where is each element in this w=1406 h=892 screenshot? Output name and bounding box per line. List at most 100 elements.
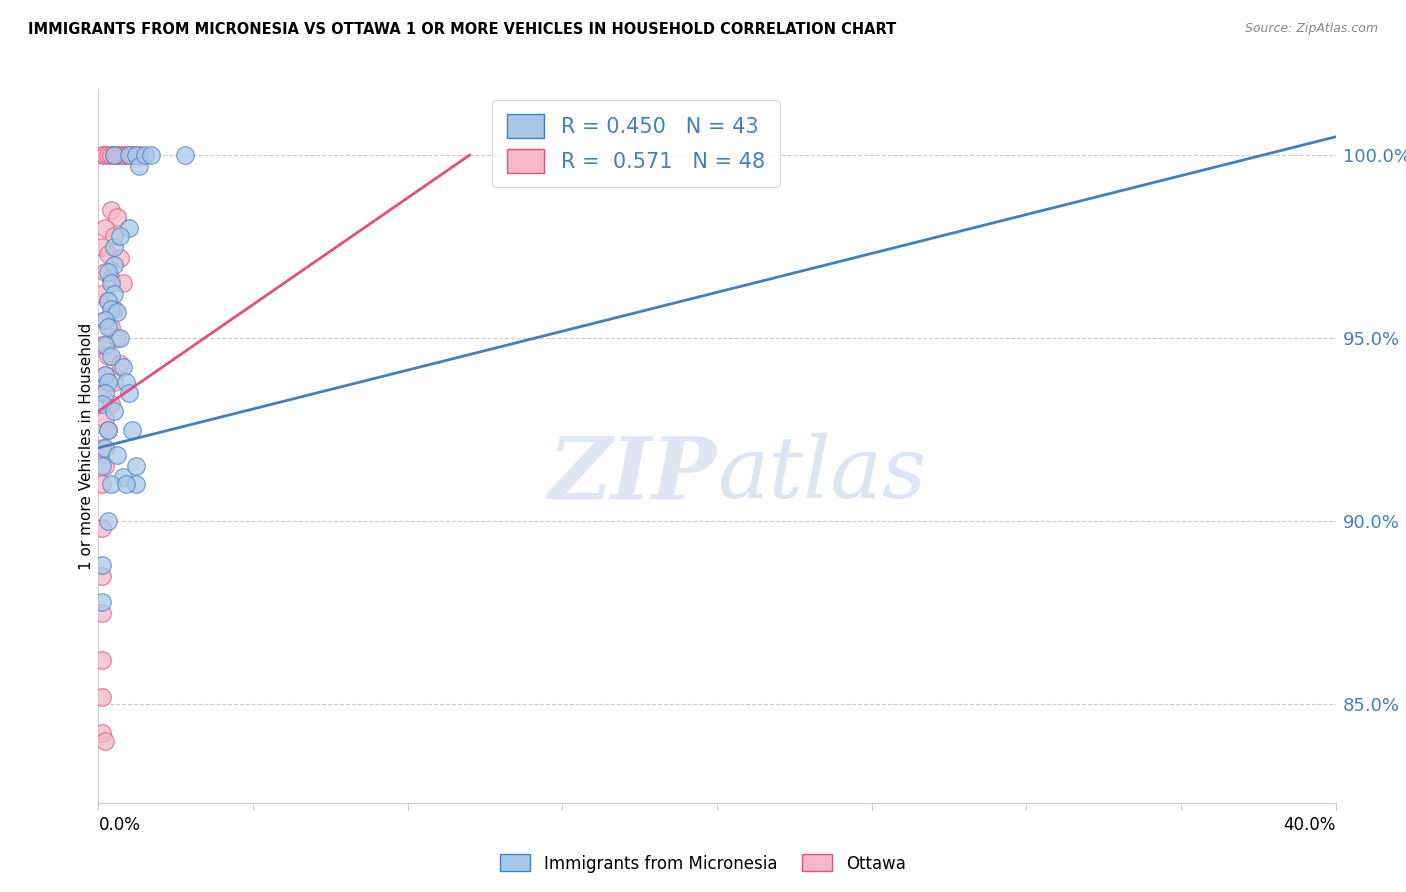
Point — [121, 148, 143, 162]
Point — [174, 148, 197, 162]
Legend: R = 0.450   N = 43, R =  0.571   N = 48: R = 0.450 N = 43, R = 0.571 N = 48 — [492, 100, 780, 187]
Point — [108, 228, 131, 243]
Text: atlas: atlas — [717, 434, 927, 516]
Point — [97, 375, 120, 389]
Point — [103, 228, 125, 243]
Point — [103, 375, 125, 389]
Point — [115, 375, 138, 389]
Text: 40.0%: 40.0% — [1284, 816, 1336, 834]
Point — [118, 148, 141, 162]
Point — [90, 521, 112, 535]
Point — [100, 320, 122, 334]
Point — [90, 606, 112, 620]
Point — [134, 148, 156, 162]
Point — [93, 368, 115, 382]
Point — [128, 148, 150, 162]
Point — [93, 265, 115, 279]
Point — [124, 148, 146, 162]
Point — [108, 251, 131, 265]
Point — [93, 312, 115, 326]
Point — [112, 470, 135, 484]
Point — [97, 148, 120, 162]
Point — [97, 423, 120, 437]
Point — [97, 423, 120, 437]
Point — [108, 331, 131, 345]
Point — [90, 558, 112, 572]
Point — [103, 148, 125, 162]
Point — [112, 360, 135, 375]
Point — [103, 287, 125, 301]
Point — [103, 404, 125, 418]
Point — [118, 148, 141, 162]
Point — [97, 349, 120, 363]
Point — [103, 258, 125, 272]
Point — [97, 247, 120, 261]
Point — [93, 338, 115, 352]
Point — [97, 320, 120, 334]
Point — [90, 569, 112, 583]
Point — [124, 459, 146, 474]
Point — [105, 448, 128, 462]
Point — [93, 386, 115, 401]
Point — [100, 148, 122, 162]
Text: 0.0%: 0.0% — [98, 816, 141, 834]
Point — [100, 272, 122, 286]
Point — [90, 441, 112, 455]
Point — [128, 159, 150, 173]
Point — [90, 726, 112, 740]
Point — [100, 202, 122, 217]
Point — [97, 294, 120, 309]
Point — [97, 265, 120, 279]
Point — [124, 148, 146, 162]
Point — [112, 276, 135, 290]
Point — [139, 148, 162, 162]
Point — [90, 386, 112, 401]
Point — [100, 477, 122, 491]
Point — [108, 357, 131, 371]
Point — [121, 423, 143, 437]
Text: ZIP: ZIP — [550, 433, 717, 516]
Point — [108, 148, 131, 162]
Text: IMMIGRANTS FROM MICRONESIA VS OTTAWA 1 OR MORE VEHICLES IN HOUSEHOLD CORRELATION: IMMIGRANTS FROM MICRONESIA VS OTTAWA 1 O… — [28, 22, 897, 37]
Point — [100, 276, 122, 290]
Point — [103, 148, 125, 162]
Point — [90, 397, 112, 411]
Y-axis label: 1 or more Vehicles in Household: 1 or more Vehicles in Household — [79, 322, 94, 570]
Point — [100, 349, 122, 363]
Point — [93, 459, 115, 474]
Point — [90, 653, 112, 667]
Point — [100, 397, 122, 411]
Point — [105, 148, 128, 162]
Point — [97, 294, 120, 309]
Point — [90, 459, 112, 474]
Point — [93, 312, 115, 326]
Point — [90, 594, 112, 608]
Point — [103, 301, 125, 316]
Point — [115, 477, 138, 491]
Point — [93, 411, 115, 425]
Point — [93, 441, 115, 455]
Point — [118, 386, 141, 401]
Point — [112, 148, 135, 162]
Point — [124, 477, 146, 491]
Point — [93, 368, 115, 382]
Point — [90, 239, 112, 253]
Point — [105, 211, 128, 225]
Point — [93, 221, 115, 235]
Point — [93, 733, 115, 747]
Legend: Immigrants from Micronesia, Ottawa: Immigrants from Micronesia, Ottawa — [494, 847, 912, 880]
Point — [97, 514, 120, 528]
Point — [90, 338, 112, 352]
Point — [90, 690, 112, 704]
Point — [100, 301, 122, 316]
Point — [105, 305, 128, 319]
Point — [105, 331, 128, 345]
Point — [115, 148, 138, 162]
Point — [93, 148, 115, 162]
Point — [90, 477, 112, 491]
Point — [103, 239, 125, 253]
Text: Source: ZipAtlas.com: Source: ZipAtlas.com — [1244, 22, 1378, 36]
Point — [90, 287, 112, 301]
Point — [90, 148, 112, 162]
Point — [118, 221, 141, 235]
